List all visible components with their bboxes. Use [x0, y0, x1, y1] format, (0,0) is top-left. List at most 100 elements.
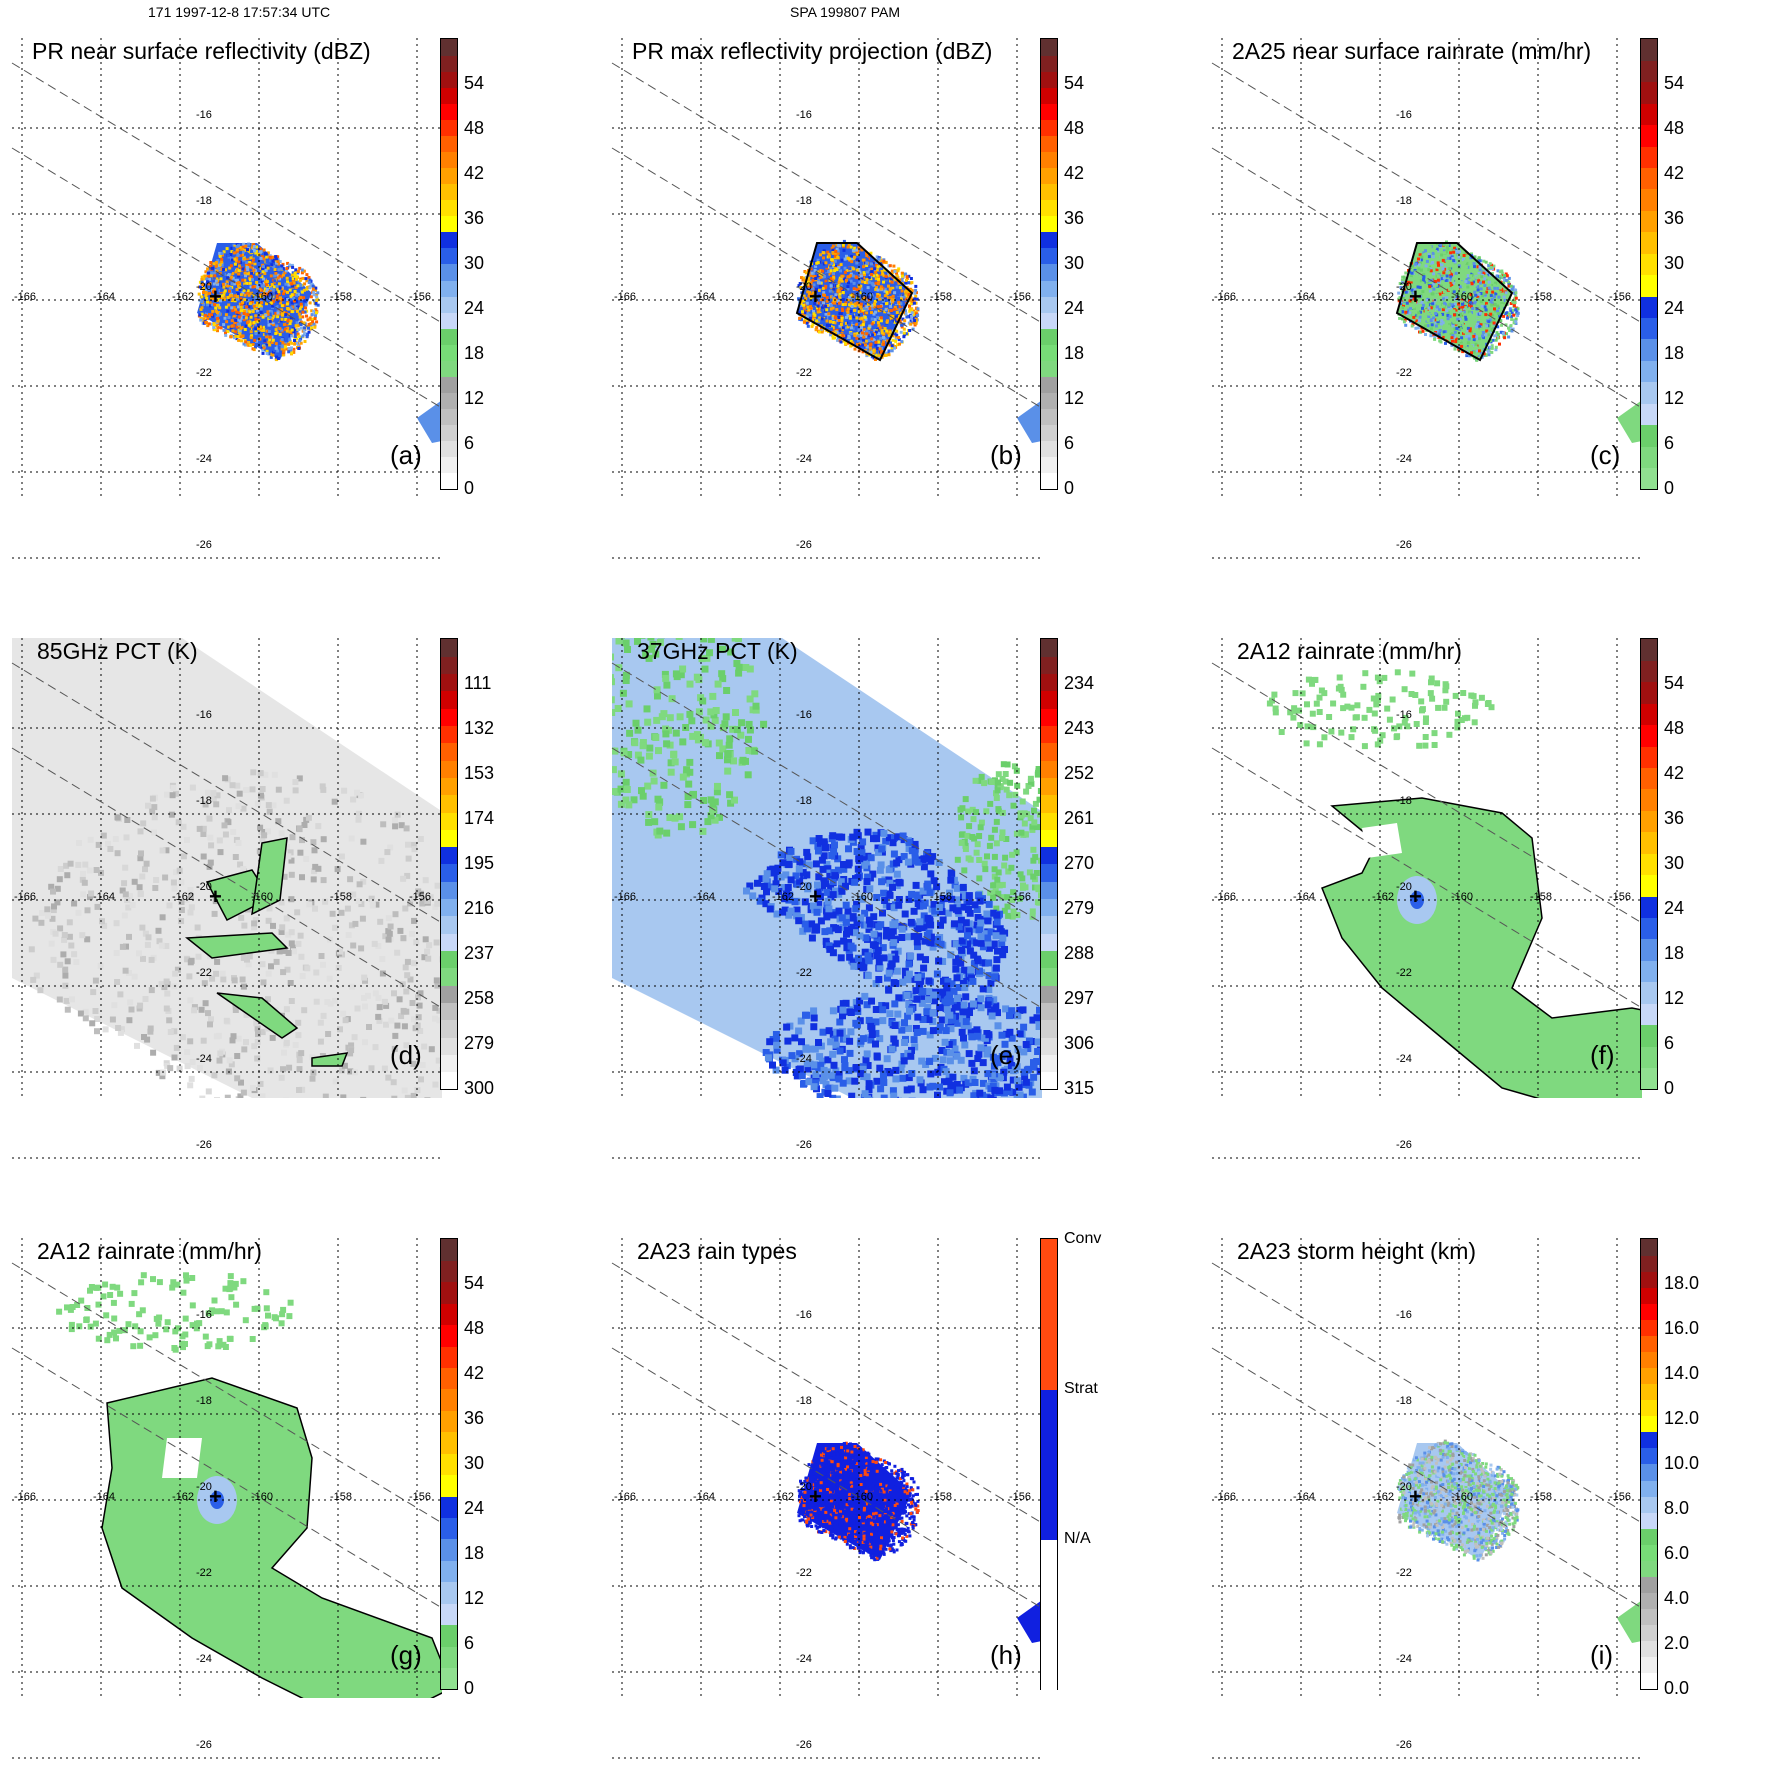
rain-pixel — [850, 326, 853, 329]
colorbar-swatch — [1041, 184, 1057, 201]
rain-pixel — [166, 1017, 172, 1023]
rain-pixel — [140, 956, 146, 962]
rain-pixel — [1511, 288, 1514, 291]
rain-pixel — [1452, 309, 1455, 312]
rain-pixel — [1464, 306, 1467, 309]
rain-pixel — [987, 801, 993, 807]
rain-pixel — [287, 343, 290, 346]
rain-pixel — [243, 1039, 249, 1045]
rain-pixel — [1443, 277, 1446, 280]
rain-pixel — [594, 755, 601, 762]
rain-pixel — [291, 310, 294, 313]
rain-pixel — [88, 837, 94, 843]
storm-center-marker: + — [209, 284, 222, 309]
rain-pixel — [270, 923, 276, 929]
rain-pixel — [197, 1065, 203, 1071]
rain-pixel — [254, 327, 257, 330]
rain-pixel — [1471, 341, 1474, 344]
rain-pixel — [820, 263, 823, 266]
rain-pixel — [233, 258, 236, 261]
map-panel-b: -166-164-162-160-158-156-16-18-20-22-24-… — [612, 38, 1192, 578]
rain-pixel — [902, 302, 905, 305]
rain-pixel — [1491, 291, 1494, 294]
rain-pixel — [164, 991, 170, 997]
rain-pixel — [1429, 290, 1432, 293]
rain-pixel — [1514, 320, 1517, 323]
rain-pixel — [477, 1011, 483, 1017]
rain-pixel — [345, 1138, 351, 1144]
rain-pixel — [115, 1025, 121, 1031]
rain-pixel — [310, 1076, 316, 1082]
rain-pixel — [476, 972, 482, 978]
rain-pixel — [311, 313, 314, 316]
rain-pixel — [204, 294, 207, 297]
rain-pixel — [870, 311, 873, 314]
colorbar-swatch — [1641, 232, 1657, 254]
rain-pixel — [245, 325, 248, 328]
colorbar-swatch — [441, 656, 457, 674]
rain-pixel — [114, 979, 120, 985]
rain-pixel — [213, 274, 216, 277]
longitude-label: -166 — [614, 291, 636, 303]
rain-pixel — [254, 314, 257, 317]
rain-pixel — [660, 710, 667, 717]
rain-pixel — [255, 335, 258, 338]
rain-pixel — [243, 312, 246, 315]
rain-pixel — [298, 339, 301, 342]
rain-pixel — [64, 998, 70, 1004]
rain-pixel — [429, 1046, 435, 1052]
longitude-label: -158 — [1530, 291, 1552, 303]
colorbar-swatch — [441, 985, 457, 1003]
rain-pixel — [822, 301, 825, 304]
rain-pixel — [877, 321, 880, 324]
rain-pixel — [662, 675, 669, 682]
rain-pixel — [236, 298, 239, 301]
colorbar-swatch — [441, 441, 457, 458]
rain-pixel — [76, 910, 82, 916]
rain-pixel — [892, 295, 895, 298]
rain-pixel — [279, 924, 285, 930]
rain-pixel — [695, 736, 702, 743]
rain-pixel — [1475, 343, 1478, 346]
rain-pixel — [1517, 312, 1520, 315]
rain-pixel — [1422, 282, 1425, 285]
rain-pixel — [411, 918, 417, 924]
rain-pixel — [284, 1006, 290, 1012]
rain-pixel — [266, 971, 272, 977]
rain-pixel — [293, 343, 296, 346]
rain-pixel — [853, 287, 856, 290]
colorbar-swatch — [441, 264, 457, 281]
rain-pixel — [258, 1133, 264, 1139]
rain-pixel — [213, 971, 219, 977]
rain-pixel — [255, 1025, 261, 1031]
rain-pixel — [1440, 323, 1443, 326]
colorbar-swatch — [1041, 232, 1057, 249]
rain-pixel — [856, 269, 859, 272]
rain-pixel — [395, 812, 401, 818]
rain-pixel — [1473, 338, 1476, 341]
rain-pixel — [227, 254, 230, 257]
rain-pixel — [615, 705, 622, 712]
rain-pixel — [406, 856, 412, 862]
rain-pixel — [290, 282, 293, 285]
rain-pixel — [638, 787, 645, 794]
rain-pixel — [276, 294, 279, 297]
colorbar-tick-label: 18 — [464, 343, 484, 364]
rain-pixel — [310, 839, 316, 845]
rain-pixel — [1502, 315, 1505, 318]
rain-pixel — [246, 255, 249, 258]
rain-pixel — [285, 267, 288, 270]
longitude-label: -162 — [772, 291, 794, 303]
rain-pixel — [1439, 249, 1442, 252]
rain-pixel — [279, 1075, 285, 1081]
colorbar-swatch — [1041, 39, 1057, 56]
rain-pixel — [623, 779, 630, 786]
rain-pixel — [830, 327, 833, 330]
rain-pixel — [1455, 327, 1458, 330]
rain-pixel — [261, 832, 267, 838]
rain-pixel — [272, 772, 278, 778]
rain-pixel — [655, 804, 662, 811]
rain-pixel — [305, 315, 308, 318]
rain-pixel — [871, 283, 874, 286]
rain-pixel — [897, 336, 900, 339]
